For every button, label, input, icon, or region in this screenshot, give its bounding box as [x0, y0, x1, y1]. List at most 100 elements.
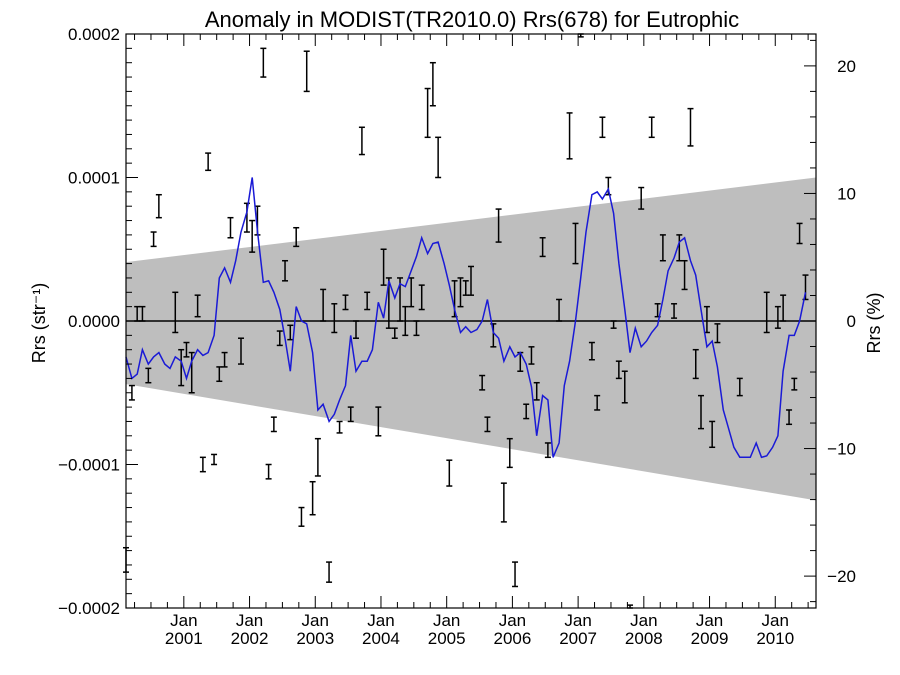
x-tick-month: Jan [564, 611, 591, 630]
error-bar [648, 116, 655, 139]
error-bar [413, 320, 420, 337]
error-bar [309, 480, 316, 516]
error-bar [763, 291, 770, 334]
error-bar [692, 348, 699, 380]
error-bar [270, 416, 277, 433]
y-left-tick-labels: 0.0002 0.0001 0.0000 −0.0001 −0.0002 [58, 25, 120, 618]
error-bar [506, 437, 513, 469]
error-bar [265, 463, 272, 480]
x-tick-year: 2006 [493, 629, 531, 648]
x-tick-year: 2008 [625, 629, 663, 648]
error-bar [139, 305, 146, 322]
x-tick-year: 2004 [362, 629, 400, 648]
x-tick-month: Jan [696, 611, 723, 630]
error-bar [544, 442, 551, 459]
axis-ticks [126, 33, 816, 609]
error-bar [287, 324, 294, 341]
error-bar [610, 320, 617, 329]
error-bar [238, 337, 244, 365]
error-bar [588, 341, 595, 361]
anomaly-line [125, 177, 807, 459]
x-tick-month: Jan [630, 611, 657, 630]
x-tick-month: Jan [170, 611, 197, 630]
error-bar [638, 186, 645, 210]
y-right-tick-label: 20 [837, 57, 856, 76]
error-bar [380, 248, 387, 286]
y-left-tick-label: −0.0001 [58, 456, 120, 475]
error-bar [429, 61, 436, 107]
error-bar [698, 394, 704, 430]
y-left-tick-label: −0.0002 [58, 599, 120, 618]
error-bar [172, 291, 179, 334]
error-bar [211, 453, 218, 466]
error-bar [303, 50, 310, 93]
error-bar [484, 416, 491, 433]
error-bar [188, 351, 195, 394]
y-right-tick-labels: 20 10 0 −10 −20 [827, 57, 856, 586]
y-right-tick-label: 10 [837, 184, 856, 203]
error-bar [342, 294, 349, 311]
x-tick-labels: Jan2001Jan2002Jan2003Jan2004Jan2005Jan20… [165, 611, 794, 648]
error-bar [676, 234, 683, 262]
y-right-tick-label: −20 [827, 567, 856, 586]
error-bar [336, 420, 343, 434]
error-bar [320, 288, 327, 322]
y-axis-label-left: Rrs (str⁻¹) [29, 283, 49, 363]
error-bar [462, 280, 469, 296]
y-right-tick-label: 0 [847, 312, 856, 331]
error-bar [260, 47, 267, 78]
y-axis-label-right: Rrs (%) [864, 293, 884, 354]
error-bar [221, 351, 228, 368]
error-bar [276, 330, 283, 347]
x-tick-month: Jan [499, 611, 526, 630]
error-bar [791, 377, 798, 391]
error-bar [227, 216, 234, 239]
error-bar [528, 346, 535, 365]
error-bar [621, 370, 628, 404]
error-bar [199, 456, 206, 473]
error-bar [391, 327, 398, 339]
error-bar [331, 303, 338, 334]
error-bars [123, 33, 809, 609]
error-bar [364, 291, 371, 311]
x-tick-year: 2005 [428, 629, 466, 648]
error-bar [358, 126, 365, 156]
y-left-tick-label: 0.0000 [68, 312, 120, 331]
error-bar [150, 231, 157, 248]
x-tick-year: 2009 [691, 629, 729, 648]
error-bar [424, 87, 431, 139]
error-bar [495, 208, 502, 243]
error-bar [687, 107, 694, 147]
error-bar [145, 367, 152, 384]
error-bar [714, 323, 721, 344]
error-bar [736, 377, 743, 397]
x-tick-month: Jan [302, 611, 329, 630]
error-bar [523, 403, 530, 420]
error-bar [780, 294, 787, 322]
y-right-tick-label: −10 [827, 440, 856, 459]
error-bar [566, 112, 573, 160]
error-bar [594, 394, 601, 411]
error-bar [533, 381, 540, 401]
error-bar [457, 277, 464, 308]
error-bar [155, 193, 162, 219]
x-tick-year: 2007 [559, 629, 597, 648]
x-tick-month: Jan [236, 611, 263, 630]
error-bar [468, 265, 474, 296]
error-bar [314, 437, 321, 477]
error-bar [418, 284, 425, 311]
x-tick-month: Jan [433, 611, 460, 630]
error-bar [796, 222, 803, 245]
error-bar [282, 259, 289, 282]
error-bar [681, 259, 688, 291]
error-bar [326, 561, 333, 583]
x-tick-year: 2003 [296, 629, 334, 648]
x-tick-year: 2010 [756, 629, 794, 648]
error-bar [446, 459, 453, 487]
error-bar [205, 152, 212, 172]
chart-title: Anomaly in MODIST(TR2010.0) Rrs(678) for… [205, 7, 739, 32]
error-bar [539, 237, 546, 258]
error-bar [353, 320, 359, 339]
error-bar [347, 406, 354, 423]
